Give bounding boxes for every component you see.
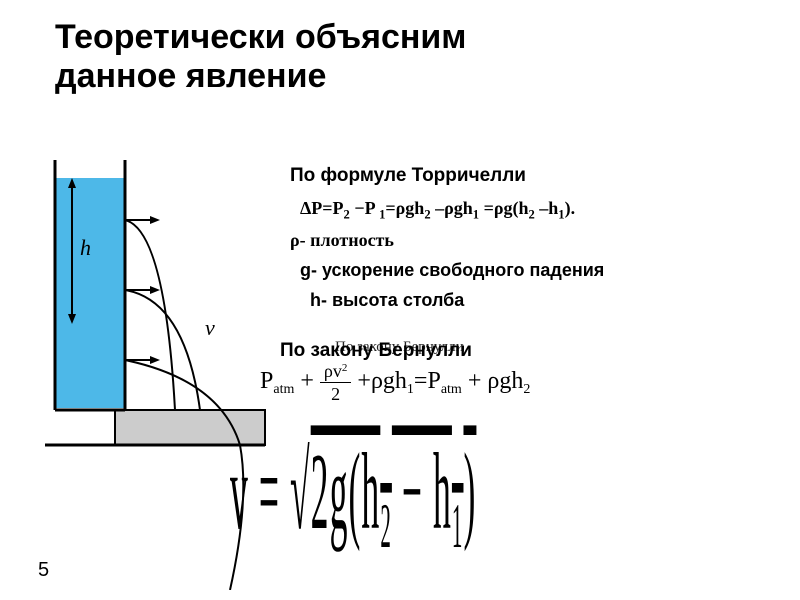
bernoulli-overlay: По закону Бернулли: [335, 339, 464, 356]
title-line-1: Теоретически объясним: [55, 18, 466, 56]
v-label: v: [205, 315, 215, 340]
tf-m5: –h: [535, 198, 559, 218]
tf-m2: =ρgh: [385, 198, 424, 218]
bf-plus2: +: [468, 368, 488, 394]
tf-m1: −P: [350, 198, 379, 218]
bf-1a: 1: [407, 382, 414, 397]
bf-rgh1: ρgh: [371, 368, 407, 394]
bf-rgh2: ρgh: [487, 368, 523, 394]
title-line-2: данное явление: [55, 57, 326, 95]
torricelli-heading: По формуле Торричелли: [290, 165, 526, 187]
tf-prefix: ΔP=P: [300, 198, 344, 218]
legend-rho: ρ- плотность: [290, 230, 394, 251]
tf-end: ).: [565, 198, 576, 218]
tf-m3: –ρgh: [431, 198, 473, 218]
tf-m4: =ρg(h: [479, 198, 528, 218]
sf-s1: 2: [380, 493, 392, 563]
bf-rhov: ρv: [324, 361, 342, 381]
legend-h: h- высота столба: [310, 290, 464, 311]
bf-frac: ρv2 2: [320, 362, 351, 403]
bf-atm2: atm: [441, 382, 462, 397]
page-number: 5: [38, 559, 49, 582]
bf-p2: P: [427, 368, 440, 394]
h-label: h: [80, 235, 91, 260]
bf-plus1b: +: [357, 368, 371, 394]
sf-s2: 1: [452, 493, 464, 563]
sf-start: v = √: [230, 435, 311, 553]
legend-g: g- ускорение свободного падения: [300, 260, 604, 281]
bf-2den: 2: [320, 383, 351, 403]
bf-atm1: atm: [273, 382, 294, 397]
bf-2sup: 2: [342, 362, 348, 374]
sf-end: ): [463, 435, 476, 553]
bf-eq: =: [414, 368, 428, 394]
bernoulli-formula: Patm + ρv2 2 +ρgh1=Patm + ρgh2: [260, 362, 530, 403]
bf-plus1: +: [300, 368, 314, 394]
sf-dash: − h: [392, 435, 452, 553]
velocity-formula-stretched: v = √2g(h2 − h1): [230, 435, 476, 566]
bf-2b: 2: [523, 382, 530, 397]
torricelli-formula: ΔP=P2 −P 1=ρgh2 –ρgh1 =ρg(h2 –h1).: [300, 198, 575, 223]
legend-rho-text: ρ- плотность: [290, 230, 394, 250]
bf-p1: P: [260, 368, 273, 394]
slide-title: Теоретически объясним данное явление: [55, 18, 466, 96]
sf-mid: 2g(h: [311, 435, 381, 553]
